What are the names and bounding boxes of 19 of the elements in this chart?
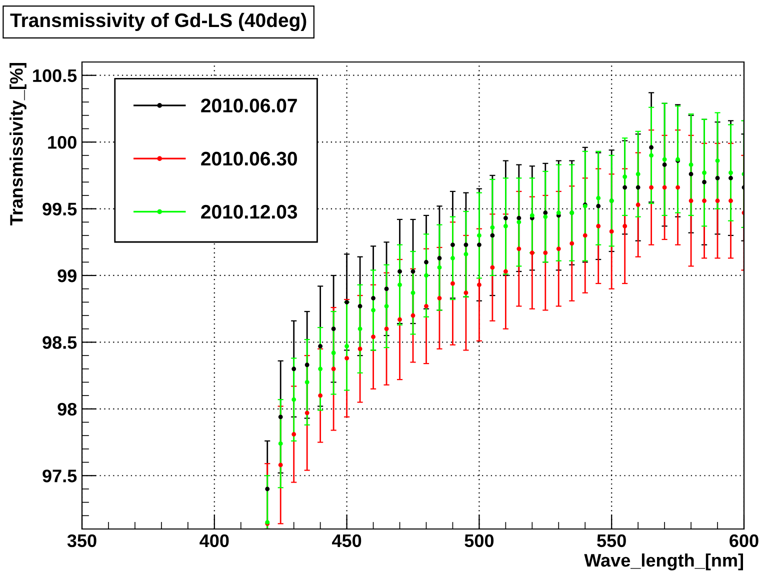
y-tick-label: 99 (58, 269, 76, 282)
y-axis-title: Transmissivity_[%] (10, 63, 26, 226)
chart-title: Transmissivity of Gd-LS (40deg) (10, 12, 306, 32)
x-tick-label: 500 (464, 534, 494, 548)
y-tick-label: 100 (48, 136, 76, 149)
y-tick-label: 98 (58, 402, 77, 416)
x-tick-label: 600 (730, 534, 758, 548)
legend-label: 2010.12.03 (201, 204, 298, 219)
x-axis-title: Wave_length_[nm] (584, 553, 743, 570)
legend-label: 2010.06.07 (201, 98, 297, 112)
x-tick-label: 450 (332, 534, 362, 548)
y-tick-label: 97.5 (42, 470, 77, 482)
x-tick-label: 350 (67, 534, 96, 548)
x-tick-label: 550 (597, 534, 626, 548)
y-tick-label: 98.5 (42, 336, 77, 349)
x-tick-label: 400 (200, 534, 229, 548)
legend-label: 2010.06.30 (201, 152, 297, 166)
y-tick-label: 99.5 (42, 202, 77, 216)
y-tick-label: 100.5 (33, 69, 77, 82)
